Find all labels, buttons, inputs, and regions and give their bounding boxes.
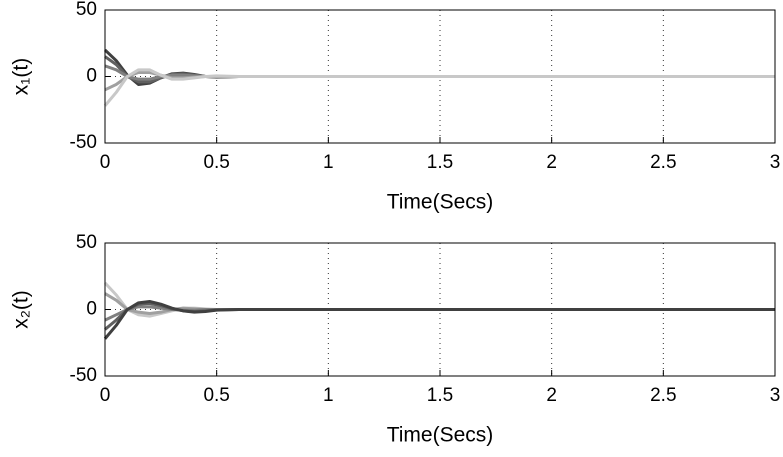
y-tick-label: 50: [76, 232, 97, 253]
series-line: [103, 300, 775, 340]
y-tick-label: 50: [76, 0, 97, 20]
x-tick-label: 1.5: [427, 385, 453, 406]
series-line: [103, 68, 775, 107]
y-axis-label: x₂(t): [10, 290, 33, 328]
x-tick-label: 1: [323, 152, 334, 173]
x-tick-label: 0.5: [203, 385, 229, 406]
x-tick-label: 0: [100, 385, 111, 406]
y-tick-label: -50: [70, 365, 97, 386]
x-tick-label: 2: [546, 152, 557, 173]
y-tick-label: -50: [70, 132, 97, 153]
y-tick-label: 0: [86, 66, 97, 87]
axes-frame: [104, 242, 776, 377]
axes-frame: [104, 9, 776, 144]
x-axis-label: Time(Secs): [387, 424, 494, 447]
x-tick-label: 3: [770, 385, 781, 406]
x-tick-label: 3: [770, 152, 781, 173]
x-tick-label: 1: [323, 385, 334, 406]
x-tick-label: 0: [100, 152, 111, 173]
x-tick-label: 2.5: [650, 152, 676, 173]
x-tick-label: 2.5: [650, 385, 676, 406]
x-tick-label: 0.5: [203, 152, 229, 173]
x-tick-label: 2: [546, 385, 557, 406]
y-axis-label: x₁(t): [10, 58, 33, 95]
y-tick-label: 0: [86, 299, 97, 320]
x-tick-label: 1.5: [427, 152, 453, 173]
x-axis-label: Time(Secs): [387, 191, 494, 214]
